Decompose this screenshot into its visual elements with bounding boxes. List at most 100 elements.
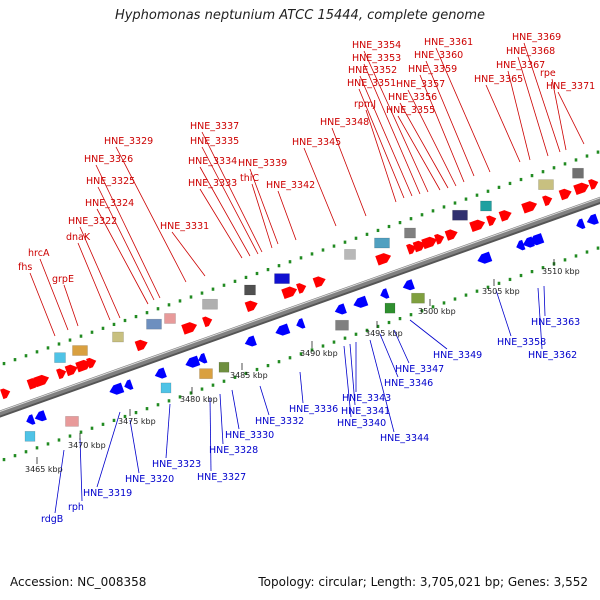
tick-dot	[123, 318, 127, 323]
forward-label-connector	[303, 147, 337, 227]
tick-dot	[123, 414, 127, 419]
reverse-gene-label: HNE_3327	[197, 472, 246, 483]
forward-feature-box	[244, 284, 256, 296]
tick-dot	[46, 346, 50, 350]
reverse-feature-box-shape	[160, 382, 172, 394]
forward-label-connector	[201, 146, 259, 255]
forward-gene-label: rpmJ	[354, 99, 376, 110]
forward-label-connector	[63, 284, 79, 327]
reverse-label-connector	[54, 449, 65, 514]
reverse-gene-label: HNE_3320	[125, 474, 174, 485]
forward-gene-label: HNE_3325	[86, 176, 135, 187]
tick-dot	[90, 426, 94, 430]
scale-tick-label: 3470 kbp	[68, 441, 106, 450]
tick-dot	[112, 418, 116, 423]
forward-gene-label: HNE_3342	[266, 180, 315, 191]
scale-tick-label: 3485 kbp	[230, 371, 268, 380]
tick-dot	[266, 363, 270, 368]
forward-label-connector	[115, 146, 187, 283]
scale-tick-label: 3495 kbp	[365, 329, 403, 338]
reverse-gene-arrow	[275, 323, 291, 336]
reverse-gene-arrow-shape	[353, 295, 369, 308]
forward-gene-arrow-shape	[469, 219, 486, 233]
forward-gene-label: HNE_3329	[104, 136, 153, 147]
reverse-gene-arrow	[296, 318, 306, 329]
accession-label: Accession: NC_008358	[10, 575, 147, 589]
forward-gene-label: hrcA	[28, 248, 50, 259]
reverse-label-connector	[79, 437, 83, 502]
reverse-gene-label: HNE_3347	[395, 364, 444, 375]
forward-gene-label: HNE_3368	[506, 46, 555, 57]
reverse-gene-arrow	[109, 382, 125, 395]
tick-dot	[464, 293, 468, 297]
tick-dot	[277, 264, 281, 268]
tick-dot	[189, 295, 193, 299]
forward-label-connector	[507, 70, 531, 161]
forward-label-connector	[97, 186, 155, 301]
forward-label-connector	[249, 168, 279, 245]
tick-dot	[585, 250, 589, 254]
forward-gene-arrow-shape	[558, 188, 572, 201]
tick-dot	[299, 256, 303, 260]
tick-dot	[497, 185, 501, 189]
genome-summary-label: Topology: circular; Length: 3,705,021 bp…	[258, 575, 588, 589]
tick-dot	[211, 287, 215, 291]
forward-gene-arrow-shape	[498, 210, 512, 222]
scale-tick-label: 3510 kbp	[542, 267, 580, 276]
reverse-label-connector	[259, 385, 270, 416]
reverse-gene-arrow	[34, 410, 47, 422]
reverse-gene-label: HNE_3343	[342, 393, 391, 404]
tick-dot	[244, 371, 248, 376]
tick-dot	[574, 254, 578, 258]
forward-label-connector	[523, 42, 561, 153]
reverse-gene-arrow	[198, 353, 208, 364]
tick-dot	[398, 221, 402, 225]
tick-dot	[101, 422, 105, 426]
page-title: Hyphomonas neptunium ATCC 15444, complet…	[114, 8, 486, 23]
forward-gene-arrow-shape	[573, 182, 590, 196]
backbone-highlight	[0, 197, 600, 413]
tick-dot	[519, 273, 523, 278]
reverse-gene-arrow-shape	[109, 382, 125, 395]
reverse-gene-arrow	[576, 218, 586, 229]
forward-label-connector	[331, 127, 367, 217]
forward-label-connector	[397, 115, 441, 191]
forward-feature-box	[572, 167, 584, 179]
forward-gene-arrow	[421, 236, 438, 250]
forward-gene-arrow-shape	[412, 240, 426, 253]
tick-dot	[343, 240, 347, 244]
tick-dot	[431, 209, 435, 213]
reverse-gene-arrow	[185, 355, 201, 368]
forward-gene-arrow-shape	[444, 229, 458, 241]
forward-gene-label: HNE_3371	[546, 81, 595, 92]
reverse-gene-arrow	[529, 233, 545, 246]
reverse-gene-arrow-shape	[154, 367, 167, 379]
reverse-gene-arrow	[402, 279, 415, 291]
tick-dot	[442, 301, 446, 305]
forward-label-connector	[551, 78, 567, 151]
forward-label-connector	[399, 102, 449, 189]
forward-feature-box-shape	[572, 167, 584, 179]
forward-gene-arrow-shape	[244, 300, 258, 313]
tick-dot	[299, 352, 303, 356]
reverse-label-connector	[231, 389, 240, 430]
reverse-gene-label: HNE_3319	[83, 488, 132, 499]
reverse-gene-arrow-shape	[380, 288, 390, 299]
tick-dot	[255, 367, 259, 372]
reverse-gene-arrow	[516, 239, 526, 251]
forward-gene-label: HNE_3355	[386, 105, 435, 116]
reverse-feature-box-shape	[335, 319, 349, 331]
reverse-gene-label: rph	[68, 502, 84, 513]
tick-dot	[13, 358, 17, 362]
tick-dot	[101, 326, 105, 330]
tick-dot	[596, 150, 600, 154]
forward-gene-arrow-shape	[421, 236, 438, 250]
forward-gene-arrow	[64, 364, 78, 377]
tick-dot	[233, 375, 237, 379]
reverse-gene-label: HNE_3323	[152, 459, 201, 470]
reverse-gene-arrow	[380, 288, 390, 299]
forward-feature-box-shape	[146, 318, 162, 330]
forward-gene-label: HNE_3354	[352, 40, 401, 51]
tick-dot	[222, 379, 226, 383]
tick-dot	[57, 342, 61, 346]
